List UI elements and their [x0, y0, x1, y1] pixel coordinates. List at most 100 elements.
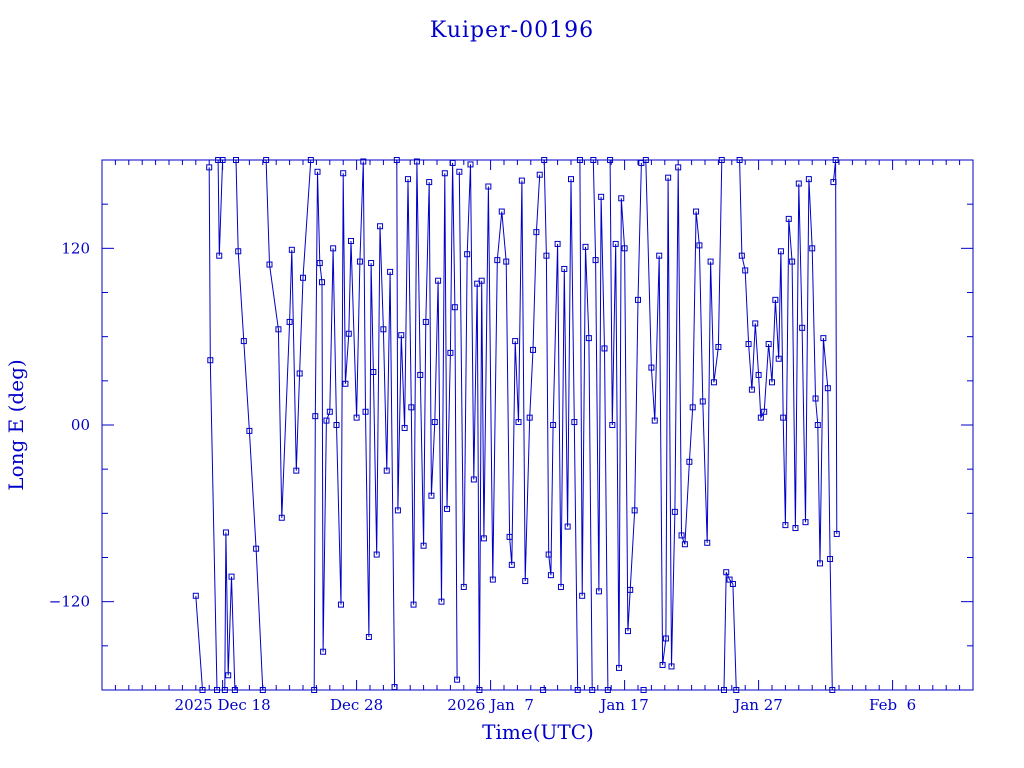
data-point — [814, 422, 821, 428]
data-point — [215, 157, 222, 163]
data-point — [330, 245, 337, 252]
data-point — [681, 541, 688, 548]
data-point — [772, 296, 779, 303]
data-point — [316, 260, 323, 267]
data-point — [207, 357, 214, 364]
data-point — [576, 157, 583, 163]
data-point — [598, 193, 605, 200]
x-axis-label: Time(UTC) — [482, 720, 594, 744]
data-point — [454, 676, 461, 683]
data-point — [832, 157, 839, 163]
data-point — [729, 581, 736, 587]
y-tick-label: −120 — [49, 593, 90, 611]
data-point — [365, 634, 372, 640]
data-point — [431, 419, 438, 426]
data-point — [370, 369, 377, 375]
data-point — [498, 208, 505, 215]
data-point — [554, 240, 561, 247]
data-point — [618, 195, 625, 202]
data-point — [489, 576, 496, 583]
data-point — [833, 530, 840, 537]
data-point — [557, 583, 564, 590]
y-tick-label: 120 — [61, 239, 90, 257]
data-point — [380, 326, 387, 333]
data-point — [444, 505, 451, 512]
x-tick-label: Feb 6 — [869, 696, 916, 714]
data-point — [536, 171, 543, 178]
data-point — [387, 268, 394, 275]
data-point — [508, 561, 515, 568]
x-tick-label: 2026 Jan 7 — [447, 696, 534, 714]
data-point — [275, 326, 282, 333]
data-point — [668, 663, 675, 670]
data-point — [640, 687, 647, 693]
data-point — [592, 257, 599, 264]
data-point — [775, 355, 782, 362]
data-point — [530, 346, 537, 353]
data-point — [314, 168, 321, 175]
data-point — [216, 252, 223, 259]
data-point — [426, 179, 433, 186]
data-point — [675, 164, 682, 171]
data-point — [769, 379, 775, 386]
data-point — [579, 592, 586, 599]
data-point — [478, 277, 485, 284]
data-point — [662, 635, 669, 642]
data-point — [765, 341, 772, 348]
data-point — [792, 525, 799, 532]
data-point — [723, 569, 730, 576]
data-point — [494, 257, 501, 264]
data-point — [726, 576, 733, 583]
data-point — [222, 529, 229, 536]
data-point — [393, 157, 400, 163]
data-point — [221, 687, 228, 693]
data-point — [394, 507, 401, 514]
data-point — [410, 601, 417, 608]
data-point — [648, 364, 655, 371]
data-point — [699, 398, 706, 405]
x-tick-labels: 2025 Dec 18 Dec 28 2026 Jan 7 Jan 17 Jan 27 F… — [175, 696, 917, 714]
data-point — [745, 341, 752, 348]
data-point — [802, 519, 809, 526]
data-point — [624, 628, 631, 635]
data-point — [585, 335, 592, 342]
data-point — [512, 338, 519, 345]
data-point — [348, 237, 355, 244]
data-point — [518, 177, 525, 184]
data-point — [278, 514, 285, 521]
data-point — [420, 542, 427, 549]
data-point — [476, 687, 483, 693]
data-point — [689, 404, 696, 411]
data-point — [266, 261, 273, 268]
data-point — [233, 157, 239, 163]
data-point — [398, 332, 405, 339]
data-point — [240, 338, 247, 345]
data-point — [526, 414, 533, 421]
data-point — [829, 687, 836, 693]
data-point — [470, 476, 477, 483]
data-point — [438, 598, 445, 605]
data-point — [323, 417, 330, 424]
data-point — [612, 240, 619, 247]
data-point — [435, 277, 442, 284]
data-point — [340, 170, 347, 177]
data-point — [715, 343, 722, 350]
data-point — [627, 586, 634, 593]
data-point — [574, 687, 581, 693]
y-axis-label: Long E (deg) — [4, 359, 28, 490]
data-point — [456, 168, 463, 175]
data-point — [720, 687, 727, 693]
data-point — [589, 687, 596, 693]
data-point — [286, 318, 293, 325]
data-point — [345, 330, 352, 337]
data-point — [812, 395, 819, 402]
data-point — [736, 157, 743, 163]
data-point — [522, 578, 529, 585]
data-point — [824, 385, 831, 392]
data-point — [817, 560, 824, 567]
data-point — [404, 176, 411, 183]
data-point — [631, 507, 638, 514]
data-point — [704, 539, 711, 546]
data-point — [296, 370, 303, 377]
data-point — [231, 687, 238, 693]
